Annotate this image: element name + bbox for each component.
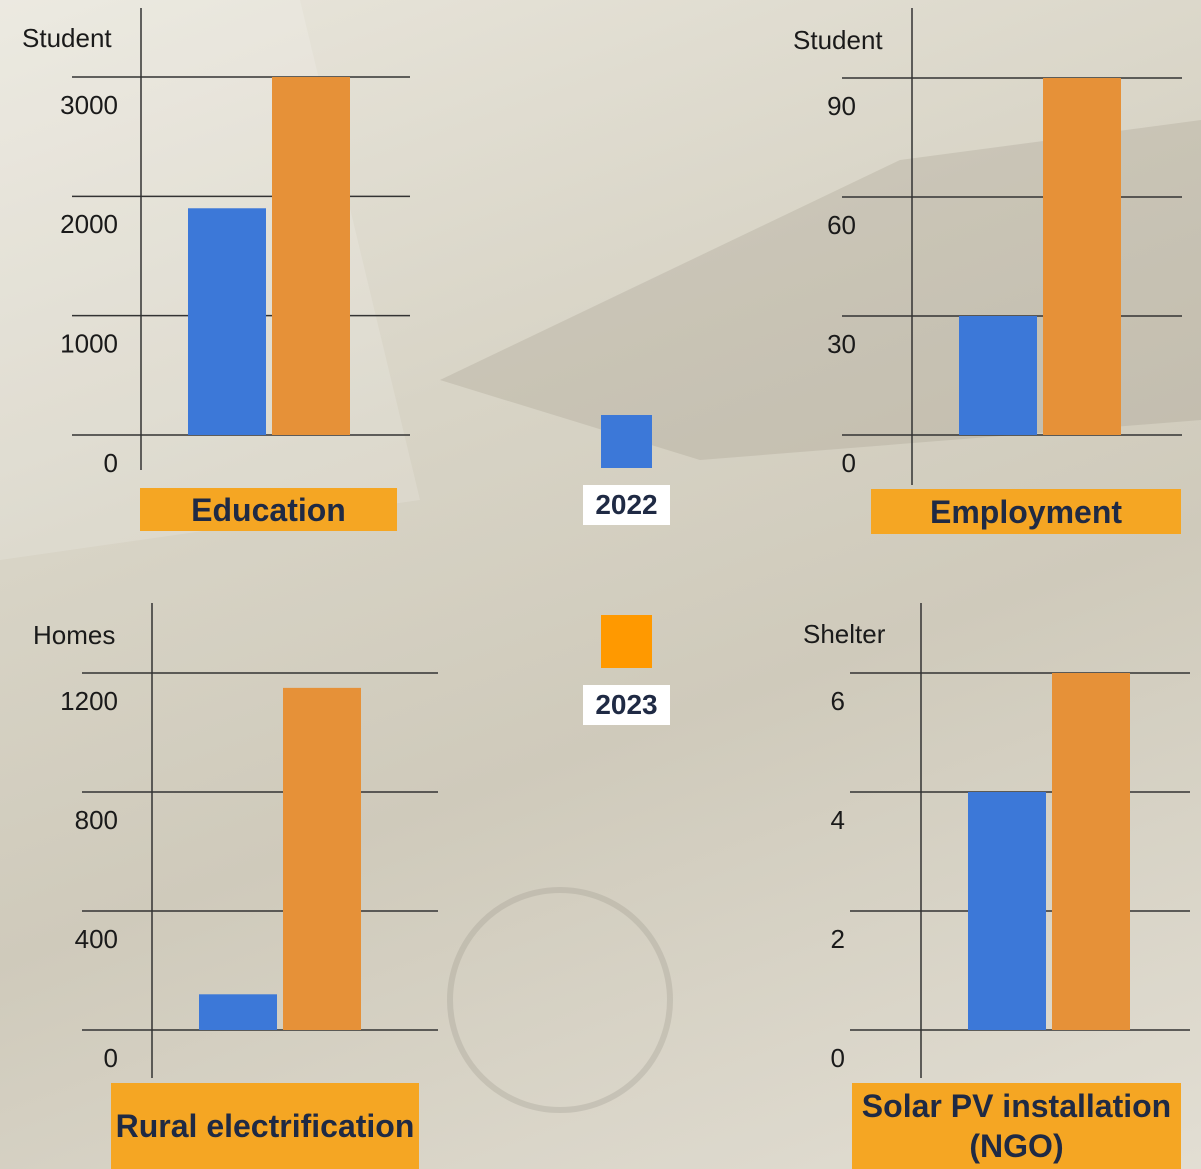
y-tick-label: 30 — [827, 329, 856, 359]
background-shape — [450, 890, 670, 1110]
y-axis-label: Homes — [33, 620, 115, 650]
y-tick-label: 4 — [831, 805, 845, 835]
bar — [1052, 673, 1130, 1030]
y-tick-label: 800 — [75, 805, 118, 835]
legend-label: 2023 — [583, 685, 670, 725]
y-tick-label: 0 — [842, 448, 856, 478]
y-tick-label: 2000 — [60, 209, 118, 239]
y-tick-label: 0 — [104, 448, 118, 478]
legend-label: 2022 — [583, 485, 670, 525]
bar — [968, 792, 1046, 1030]
y-tick-label: 1000 — [60, 329, 118, 359]
y-tick-label: 2 — [831, 924, 845, 954]
bar — [959, 316, 1037, 435]
bar — [199, 994, 277, 1030]
y-tick-label: 0 — [104, 1043, 118, 1073]
charts: 0100020003000Student0306090Student040080… — [0, 0, 1201, 1169]
category-label: Solar PV installation (NGO) — [852, 1083, 1181, 1169]
y-tick-label: 6 — [831, 686, 845, 716]
y-tick-label: 400 — [75, 924, 118, 954]
y-axis-label: Shelter — [803, 619, 886, 649]
y-axis-label: Student — [793, 25, 883, 55]
legend-swatch — [601, 415, 652, 468]
infographic: 0100020003000Student0306090Student040080… — [0, 0, 1201, 1169]
legend-swatch — [601, 615, 652, 668]
bar — [188, 208, 266, 435]
bar — [272, 77, 350, 435]
category-label: Rural electrification — [111, 1083, 419, 1169]
y-axis-label: Student — [22, 23, 112, 53]
y-tick-label: 1200 — [60, 686, 118, 716]
y-tick-label: 60 — [827, 210, 856, 240]
y-tick-label: 3000 — [60, 90, 118, 120]
bar — [283, 688, 361, 1030]
category-label: Education — [140, 488, 397, 531]
category-label: Employment — [871, 489, 1181, 534]
y-tick-label: 0 — [831, 1043, 845, 1073]
y-tick-label: 90 — [827, 91, 856, 121]
bar — [1043, 78, 1121, 435]
